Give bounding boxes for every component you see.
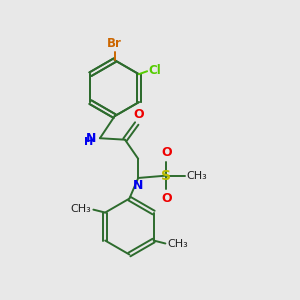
Text: O: O [133,108,143,121]
Text: CH₃: CH₃ [168,239,188,249]
Text: N: N [86,132,96,145]
Text: Br: Br [107,38,122,50]
Text: S: S [161,169,171,183]
Text: O: O [161,146,172,159]
Text: N: N [133,179,143,192]
Text: CH₃: CH₃ [187,171,208,181]
Text: CH₃: CH₃ [70,204,91,214]
Text: Cl: Cl [148,64,161,77]
Text: H: H [84,137,93,147]
Text: O: O [161,192,172,205]
